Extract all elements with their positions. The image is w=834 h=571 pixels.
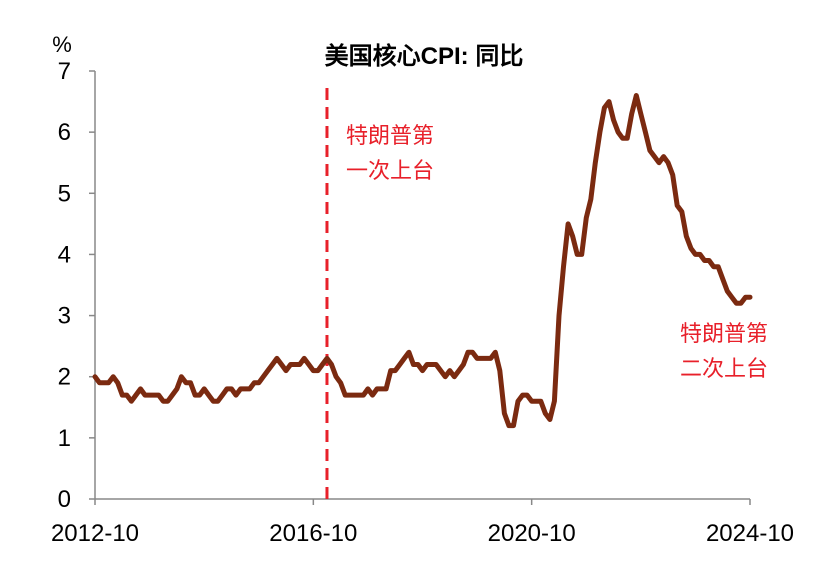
y-tick-label: 7 xyxy=(58,58,71,85)
y-tick-label: 5 xyxy=(58,180,71,207)
y-axis-unit-label: % xyxy=(52,32,72,57)
x-axis: 2012-10 2016-10 2020-10 2024-10 xyxy=(51,498,794,547)
y-tick-label: 1 xyxy=(58,425,71,452)
annotation-second-term: 特朗普第 二次上台 xyxy=(680,321,774,381)
chart-title: 美国核心CPI: 同比 xyxy=(325,42,524,70)
x-tick-label: 2020-10 xyxy=(488,520,576,547)
x-tick-label: 2024-10 xyxy=(706,520,794,547)
core-cpi-yoy-line xyxy=(92,93,753,429)
annotation-first-term: 特朗普第 一次上台 xyxy=(346,123,440,183)
y-tick-label: 4 xyxy=(58,241,71,268)
series-layer xyxy=(92,93,753,429)
annotation-first-term-line-2: 一次上台 xyxy=(346,158,434,183)
y-tick-label: 0 xyxy=(58,486,71,513)
annotation-second-term-line-2: 二次上台 xyxy=(680,356,768,381)
annotation-second-term-line-1: 特朗普第 xyxy=(680,321,768,346)
x-tick-label: 2016-10 xyxy=(269,520,357,547)
annotation-first-term-line-1: 特朗普第 xyxy=(346,123,434,148)
x-tick-label: 2012-10 xyxy=(51,520,139,547)
y-tick-label: 6 xyxy=(58,119,71,146)
y-axis: 0 1 2 3 4 5 6 7 xyxy=(58,58,96,513)
y-tick-label: 2 xyxy=(58,364,71,391)
y-tick-label: 3 xyxy=(58,303,71,330)
